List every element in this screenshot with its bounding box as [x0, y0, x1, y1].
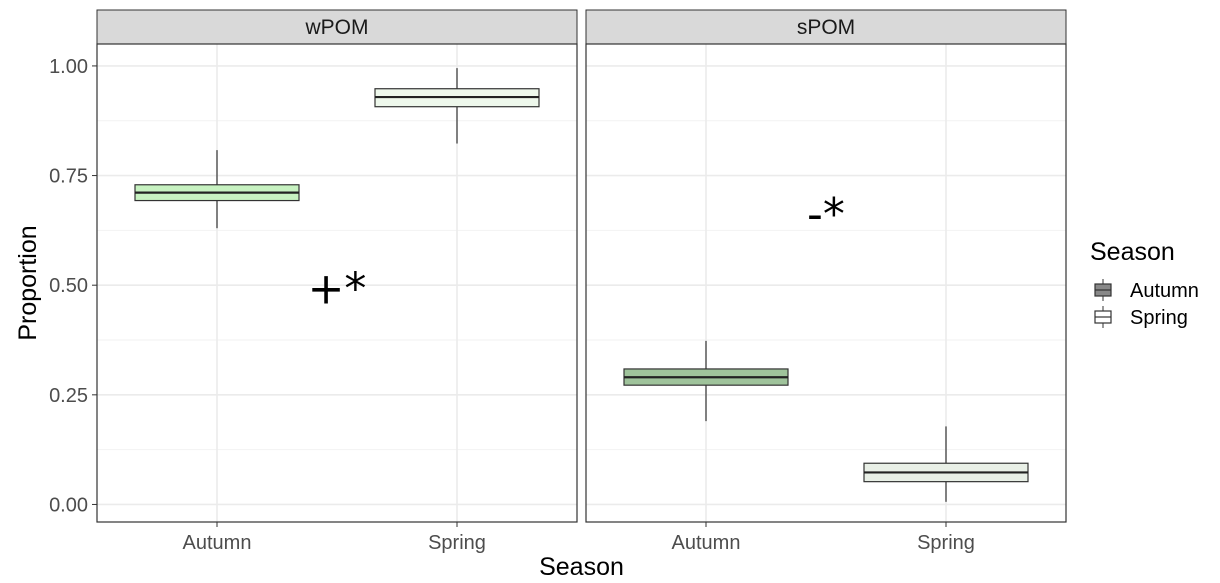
y-tick-label: 0.00 — [49, 494, 88, 516]
significance-annotation: -* — [807, 189, 845, 240]
x-tick-label: Spring — [428, 532, 486, 554]
x-tick-label: Autumn — [183, 532, 252, 554]
y-tick-label: 0.75 — [49, 166, 88, 188]
y-axis-title: Proportion — [14, 225, 42, 340]
facet-strip-label: sPOM — [797, 16, 855, 39]
y-tick-label: 0.50 — [49, 275, 88, 297]
significance-annotation: +* — [308, 264, 367, 315]
y-tick-label: 0.25 — [49, 385, 88, 407]
facet-strip-label: wPOM — [305, 16, 369, 39]
legend-title: Season — [1090, 238, 1175, 266]
legend-label-Spring: Spring — [1130, 307, 1188, 329]
panel-border — [586, 44, 1066, 522]
x-axis-title: Season — [539, 553, 624, 581]
x-tick-label: Autumn — [672, 532, 741, 554]
x-tick-label: Spring — [917, 532, 975, 554]
legend-label-Autumn: Autumn — [1130, 280, 1199, 302]
y-tick-label: 1.00 — [49, 56, 88, 78]
